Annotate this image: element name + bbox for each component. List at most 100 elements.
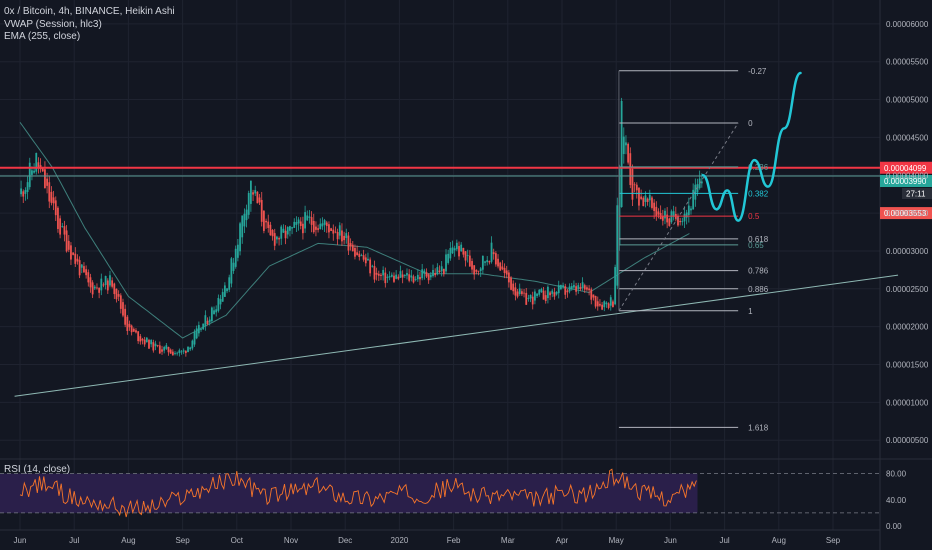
- candle-body: [48, 182, 51, 202]
- candle-body: [438, 270, 441, 272]
- time-axis-label: Aug: [121, 536, 135, 545]
- candle-body: [128, 323, 131, 328]
- candle-body: [356, 252, 359, 256]
- candle-body: [360, 255, 363, 256]
- candle-body: [494, 253, 497, 265]
- candle-body: [577, 285, 580, 289]
- candle-body: [529, 294, 532, 299]
- candle-body: [434, 273, 437, 276]
- candle-body: [449, 248, 452, 259]
- fib-trend-line: [618, 122, 739, 312]
- candle-body: [59, 218, 62, 235]
- candle-body: [46, 178, 48, 186]
- time-axis-label: May: [609, 536, 624, 545]
- time-axis-label: Nov: [284, 536, 298, 545]
- candle-body: [358, 253, 361, 257]
- candle-body: [208, 319, 211, 323]
- candle-body: [163, 347, 166, 351]
- candle-body: [393, 275, 395, 282]
- candle-body: [176, 352, 179, 354]
- candle-body: [590, 289, 593, 300]
- candle-body: [380, 274, 382, 276]
- candle-body: [666, 214, 669, 223]
- candle-body: [651, 197, 653, 208]
- candle-body: [57, 207, 59, 229]
- rsi-axis-label: 80.00: [886, 470, 907, 479]
- candle-body: [341, 230, 343, 242]
- candle-body: [217, 297, 220, 311]
- price-axis-label: 0.00001500: [886, 361, 929, 370]
- rsi-indicator-label[interactable]: RSI (14, close): [4, 464, 71, 475]
- candle-body: [484, 261, 486, 263]
- candle-body: [687, 205, 690, 216]
- candle-body: [534, 291, 536, 301]
- candle-body: [501, 266, 504, 270]
- candle-body: [377, 273, 380, 276]
- candle-body: [50, 191, 53, 203]
- candle-body: [612, 301, 614, 307]
- candle-body: [156, 344, 159, 346]
- candle-body: [390, 274, 393, 277]
- candle-body: [622, 136, 625, 155]
- candle-body: [421, 269, 424, 279]
- vwap-indicator-label[interactable]: VWAP (Session, hlc3): [4, 19, 102, 30]
- candle-body: [414, 279, 417, 280]
- candle-body: [481, 255, 484, 270]
- candle-body: [150, 340, 153, 345]
- candle-body: [44, 169, 46, 189]
- candle-body: [260, 199, 263, 222]
- candle-body: [503, 267, 506, 274]
- candle-body: [347, 235, 350, 251]
- candle-body: [96, 287, 98, 289]
- candle-body: [696, 184, 699, 193]
- candle-body: [523, 292, 525, 294]
- candle-body: [525, 292, 528, 305]
- rsi-axis-label: 0.00: [886, 522, 902, 531]
- candle-body: [193, 332, 196, 345]
- candle-body: [72, 252, 75, 255]
- candle-body: [330, 228, 333, 231]
- candle-body: [167, 347, 170, 353]
- candle-body: [451, 247, 454, 254]
- candle-body: [447, 253, 450, 263]
- candle-body: [213, 310, 215, 315]
- candle-body: [627, 143, 630, 163]
- candle-body: [223, 285, 226, 297]
- candle-body: [354, 247, 356, 257]
- candle-body: [273, 233, 276, 246]
- horizontal-lines-layer: 0.00004099 0.00003990 27:11 0.00003553: [0, 161, 932, 220]
- candle-body: [28, 162, 31, 188]
- price-axis-label: 0.00004500: [886, 133, 929, 142]
- candle-body: [323, 220, 326, 225]
- candle-body: [100, 278, 103, 291]
- candle-body: [536, 293, 538, 297]
- fib-level-label: 0.65: [748, 241, 764, 250]
- time-axis-label: Jul: [719, 536, 729, 545]
- candle-body: [436, 267, 439, 275]
- candle-body: [61, 226, 64, 227]
- candle-body: [412, 276, 415, 283]
- candle-body: [700, 181, 703, 184]
- candle-body: [601, 304, 604, 310]
- resistance-price-tag: 0.00004099: [884, 164, 927, 173]
- candle-body: [629, 153, 632, 185]
- candle-body: [286, 227, 289, 235]
- candle-body: [345, 233, 348, 239]
- time-axis-label: Sep: [175, 536, 190, 545]
- candle-body: [542, 290, 545, 300]
- candle-body: [564, 286, 567, 295]
- candle-body: [458, 246, 460, 257]
- candle-body: [462, 247, 465, 255]
- candle-body: [586, 287, 588, 290]
- candle-body: [690, 208, 692, 211]
- candle-body: [161, 349, 163, 352]
- ema-indicator-label[interactable]: EMA (255, close): [4, 31, 81, 42]
- candle-body: [367, 258, 369, 261]
- fib-level-label: 0.786: [748, 267, 769, 276]
- candle-body: [113, 283, 116, 295]
- candle-body: [549, 292, 551, 296]
- candle-body: [605, 302, 608, 305]
- candle-body: [126, 316, 129, 331]
- price-axis-label: 0.00006000: [886, 20, 929, 29]
